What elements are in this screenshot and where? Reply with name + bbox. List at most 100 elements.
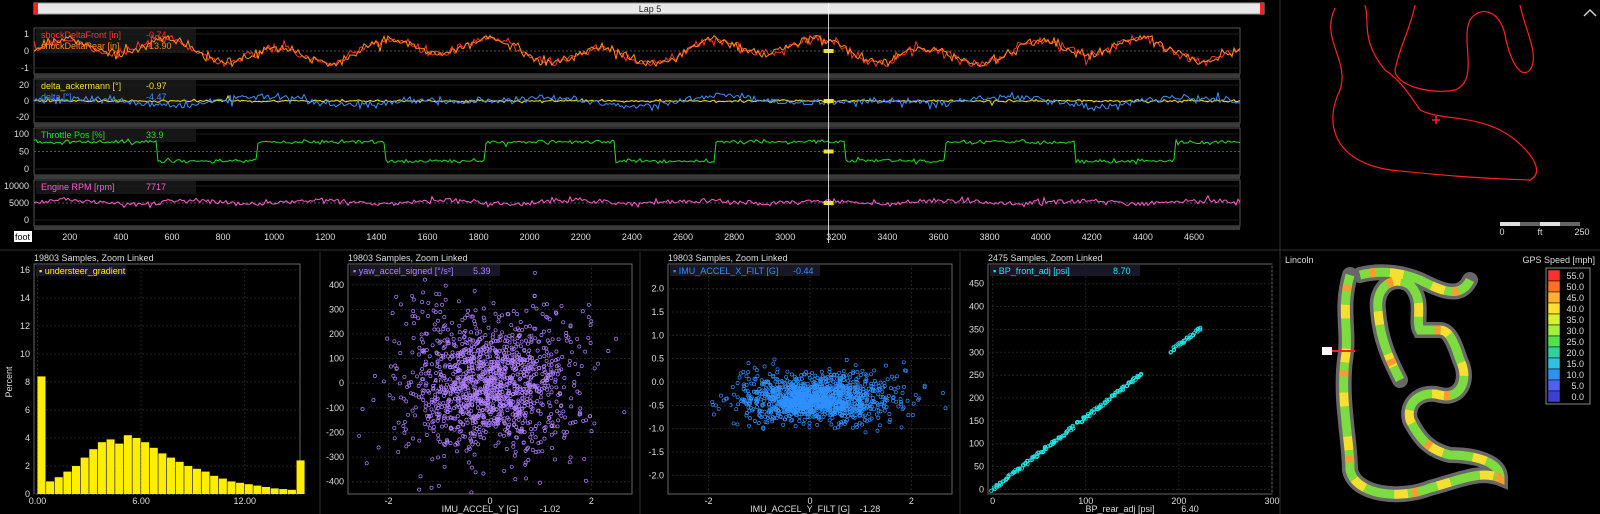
- scatter-point: [469, 330, 474, 335]
- scatter-point: [491, 403, 495, 408]
- x-tick-label: 300: [1264, 496, 1279, 506]
- scatter-point: [589, 429, 594, 434]
- scatter-point: [435, 418, 440, 423]
- scatter-point: [446, 339, 451, 344]
- scatter-point: [835, 391, 840, 396]
- scatter-point: [768, 382, 773, 387]
- gps-map-panel[interactable]: Lincoln GPS Speed [mph] 55.050.045.040.035…: [1285, 255, 1595, 503]
- scatter-point: [774, 416, 779, 421]
- strip-delta[interactable]: 20 0 -20 delta_ackermann [°] -0.97 delta [°] -…: [16, 78, 1241, 127]
- scatter-point: [500, 330, 504, 335]
- scatter-point: [470, 465, 474, 470]
- scatter-point: [441, 442, 446, 446]
- scatter-point: [754, 368, 759, 372]
- scatter-point: [861, 414, 866, 419]
- scatter-point: [831, 411, 836, 415]
- scatter-point: [456, 382, 461, 387]
- scatter-point: [475, 392, 480, 397]
- scatter-point: [828, 373, 833, 378]
- scatter-point: [483, 377, 488, 381]
- scatter-point: [500, 383, 505, 388]
- x-tick-label: 4600: [1184, 232, 1204, 242]
- chart-panel-1[interactable]: 19803 Samples, Zoom Linked 0 2 4 6 8 10 12 14 16 0…: [4, 253, 305, 506]
- scatter-point: [489, 379, 494, 383]
- scatter-point: [864, 377, 869, 382]
- scatter-point: [429, 397, 434, 402]
- histogram-bar: [106, 439, 115, 494]
- scatter-point: [477, 425, 482, 430]
- plot-area[interactable]: [33, 263, 301, 495]
- scatter-point: [455, 449, 459, 454]
- scatter-point: [515, 402, 520, 406]
- channel-name[interactable]: delta [°]: [41, 92, 72, 102]
- track-map-panel[interactable]: 0 ft 250: [1330, 4, 1597, 237]
- scatter-point: [1085, 413, 1090, 418]
- channel-name[interactable]: shockDeltaRear [in]: [41, 41, 120, 51]
- scatter-point: [411, 297, 416, 302]
- scatter-point: [464, 382, 469, 387]
- series-legend-box: [990, 265, 1140, 276]
- scatter-point: [899, 402, 904, 407]
- series-name[interactable]: ▪ BP_front_adj [psi]: [993, 266, 1070, 276]
- lap-end-marker[interactable]: [1260, 3, 1264, 14]
- scatter-point: [534, 371, 539, 376]
- scale-bar-segment: [1560, 222, 1580, 226]
- channel-name[interactable]: Throttle Pos [%]: [41, 130, 105, 140]
- scatter-point: [804, 388, 809, 393]
- scatter-point: [449, 426, 454, 431]
- y-tick-label: -300: [326, 452, 344, 462]
- scatter-point: [776, 397, 781, 402]
- scatter-point: [461, 394, 466, 399]
- scatter-point: [748, 416, 752, 421]
- scatter-point: [376, 445, 381, 450]
- scatter-point: [434, 291, 439, 296]
- scatter-point: [440, 353, 445, 358]
- strip-shock[interactable]: 1 0 -1 shockDeltaFront [in] -0.74 shockDeltaR…: [21, 27, 1241, 78]
- scatter-point: [752, 419, 757, 423]
- car-position-marker: [1432, 116, 1440, 124]
- strip-rpm[interactable]: 10000 5000 0 Engine RPM [rpm] 7717: [4, 179, 1241, 230]
- channel-name[interactable]: delta_ackermann [°]: [41, 81, 121, 91]
- series-name[interactable]: ▪ yaw_accel_signed [°/s²]: [353, 266, 453, 276]
- scatter-point: [427, 414, 432, 419]
- y-tick-label: 6: [25, 405, 30, 415]
- scatter-point: [863, 418, 867, 422]
- scatter-point: [797, 401, 802, 406]
- scatter-point: [793, 404, 798, 409]
- scatter-point: [424, 331, 429, 336]
- legend-value: 25.0: [1566, 337, 1584, 347]
- scatter-point: [423, 408, 428, 413]
- y-tick-label: 8: [25, 377, 30, 387]
- scatter-point: [854, 422, 859, 427]
- scatter-point: [484, 396, 489, 400]
- chart-panel-4[interactable]: 2475 Samples, Zoom Linked 450 400 350 300 250…: [959, 252, 1280, 514]
- scatter-point: [511, 423, 516, 428]
- scatter-point: [502, 396, 507, 401]
- scatter-point: [823, 406, 828, 411]
- series-name[interactable]: ▪ IMU_ACCEL_X_FILT [G]: [673, 266, 778, 276]
- scatter-point: [524, 324, 529, 329]
- scatter-point: [467, 375, 472, 380]
- series-legend-box: [36, 265, 126, 276]
- series-name[interactable]: ▪ understeer_gradient: [39, 266, 126, 276]
- scatter-point: [456, 376, 461, 381]
- plot-area[interactable]: [667, 263, 953, 495]
- chart-panel-3[interactable]: 19803 Samples, Zoom Linked 2.0 1.5 1.0 0.5 0.…: [639, 252, 953, 514]
- scatter-point: [545, 387, 550, 392]
- chart-panel-2[interactable]: 19803 Samples, Zoom Linked 400 300 200 100 0 -…: [319, 252, 633, 514]
- scatter-point: [532, 293, 537, 298]
- histogram-bar: [115, 443, 124, 494]
- scatter-point: [880, 395, 885, 399]
- scatter-point: [504, 348, 509, 353]
- y-tick-label: 0.0: [651, 377, 664, 387]
- scatter-point: [559, 403, 564, 408]
- x-tick-label: 2200: [571, 232, 591, 242]
- channel-name[interactable]: Engine RPM [rpm]: [41, 182, 115, 192]
- scatter-point: [406, 380, 411, 385]
- channel-name[interactable]: shockDeltaFront [in]: [41, 30, 121, 40]
- scatter-point: [772, 405, 777, 410]
- strip-throttle[interactable]: 100 50 0 Throttle Pos [%] 33.9: [14, 127, 1241, 179]
- scatter-point: [397, 381, 402, 386]
- lap-start-marker[interactable]: [34, 3, 38, 14]
- scatter-point: [554, 368, 559, 373]
